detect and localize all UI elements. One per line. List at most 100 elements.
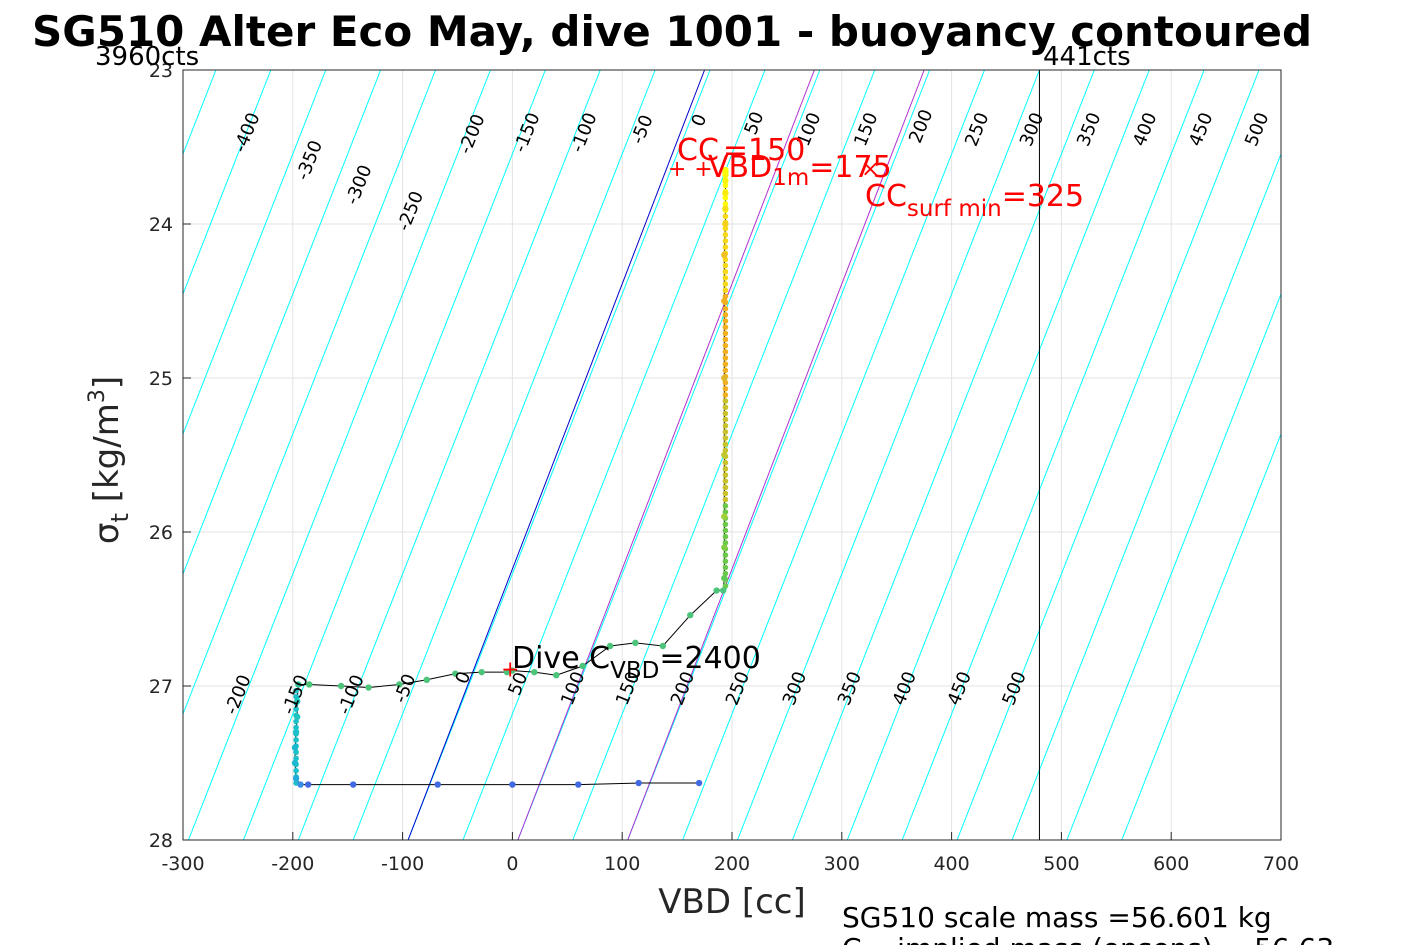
contour-line [737,69,1040,841]
track-dot [722,177,729,185]
contour-value-label: 0 [688,111,712,129]
track-dot [720,587,727,594]
track-dot [306,681,313,688]
track-dot [722,166,729,174]
buoyancy-contours [182,69,1282,841]
track-dot [293,713,301,720]
track-dot [722,244,729,250]
track-dot [293,737,299,743]
track-dot [722,287,729,294]
contour-value-label: 150 [850,110,882,150]
track-dot [722,355,729,361]
track-dot [721,297,728,305]
track-dot [722,385,729,392]
track-dot [722,213,729,220]
y-tick-label: 27 [149,676,173,698]
contour-value-label: -200 [455,111,490,157]
track-dot [722,392,729,398]
track-dot [722,268,729,275]
contour-value-label: 350 [1073,110,1105,150]
track-dot [291,744,299,751]
y-tick-label: 28 [149,830,173,852]
contour-line [182,69,327,435]
track-dot [722,342,729,349]
cc-surf-min-annotation: CCsurf min=325 [865,179,1084,222]
contour-line [352,69,656,841]
track-dot [713,587,720,594]
cc-marker-b: + [694,157,712,182]
y-axis-label: σt [kg/m3] [85,376,134,544]
reference-lines [407,69,1040,841]
contour-line [242,69,546,841]
track-dot [722,570,729,577]
track-dot [722,447,729,454]
contour-value-label: 200 [905,107,937,147]
x-tick-label: 200 [714,853,750,875]
track-dot [721,513,728,520]
track-dot [722,472,729,478]
track-dot [722,256,729,263]
contour-line [1011,153,1282,841]
x-tick-label: 500 [1043,853,1079,875]
track-dot [722,281,729,287]
track-dot [365,684,372,691]
contour-line [182,69,382,575]
track-dot [721,451,728,459]
track-dot [722,318,729,324]
track-dot [722,205,729,212]
contour-line [846,69,1150,841]
track-dot [722,293,729,300]
contour-line [682,69,986,841]
contour-value-label: 450 [944,669,976,709]
dive-c-vbd-annotation: Dive CVBD=2400 [512,641,761,684]
track-dot [293,706,299,712]
track-dot [293,749,299,756]
track-dot [293,693,299,700]
track-dot [293,755,299,762]
contour-value-label: 500 [998,669,1030,709]
track-dot [632,639,639,647]
contour-line [901,69,1205,841]
track-dot [293,724,299,731]
chart-title: SG510 Alter Eco May, dive 1001 - buoyanc… [32,7,1312,56]
implied-mass-text: C... implied mass (onsens) = 56.63 [842,932,1334,945]
cc-annotation: CC =150 [677,133,805,168]
track-dot [722,496,729,503]
track-dot [722,182,729,189]
dive-track: + + + × [291,157,880,788]
contour-value-label: -300 [342,162,377,208]
y-tick-label: 24 [149,214,173,236]
track-dot [478,668,485,676]
x-tick-label: -200 [271,853,314,875]
vbd-1m-annotation: VBD1m=175 [708,150,892,191]
track-dot [295,681,302,688]
track-dot [722,509,729,515]
x-tick-label: 700 [1263,853,1299,875]
top-left-count-label: 3960cts [95,42,199,72]
track-dot [722,558,729,565]
track-dot [722,379,729,386]
contour-line [407,69,711,841]
track-dot [579,662,586,670]
track-dot [434,781,441,788]
contour-value-label: 250 [961,110,993,150]
track-dot [722,305,729,312]
track-dot [721,544,728,551]
y-tick-label: 26 [149,522,173,544]
contour-value-label: -50 [390,671,420,706]
track-dot [291,759,299,767]
top-right-count-label: 441cts [1043,42,1131,72]
track-dot [722,422,729,429]
x-axis-label: VBD [cc] [658,882,806,922]
track-dot [292,729,300,736]
contour-line [297,69,601,841]
track-dot [722,330,729,337]
track-dot [659,642,667,650]
track-dot [423,676,430,684]
contour-line [1121,433,1282,841]
reference-line-magenta2 [627,69,925,841]
contour-value-label: -200 [221,672,256,718]
contour-line [791,69,1095,841]
track-dot [722,275,729,281]
